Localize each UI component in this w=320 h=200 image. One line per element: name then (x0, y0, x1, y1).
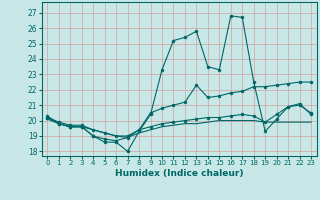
X-axis label: Humidex (Indice chaleur): Humidex (Indice chaleur) (115, 169, 244, 178)
